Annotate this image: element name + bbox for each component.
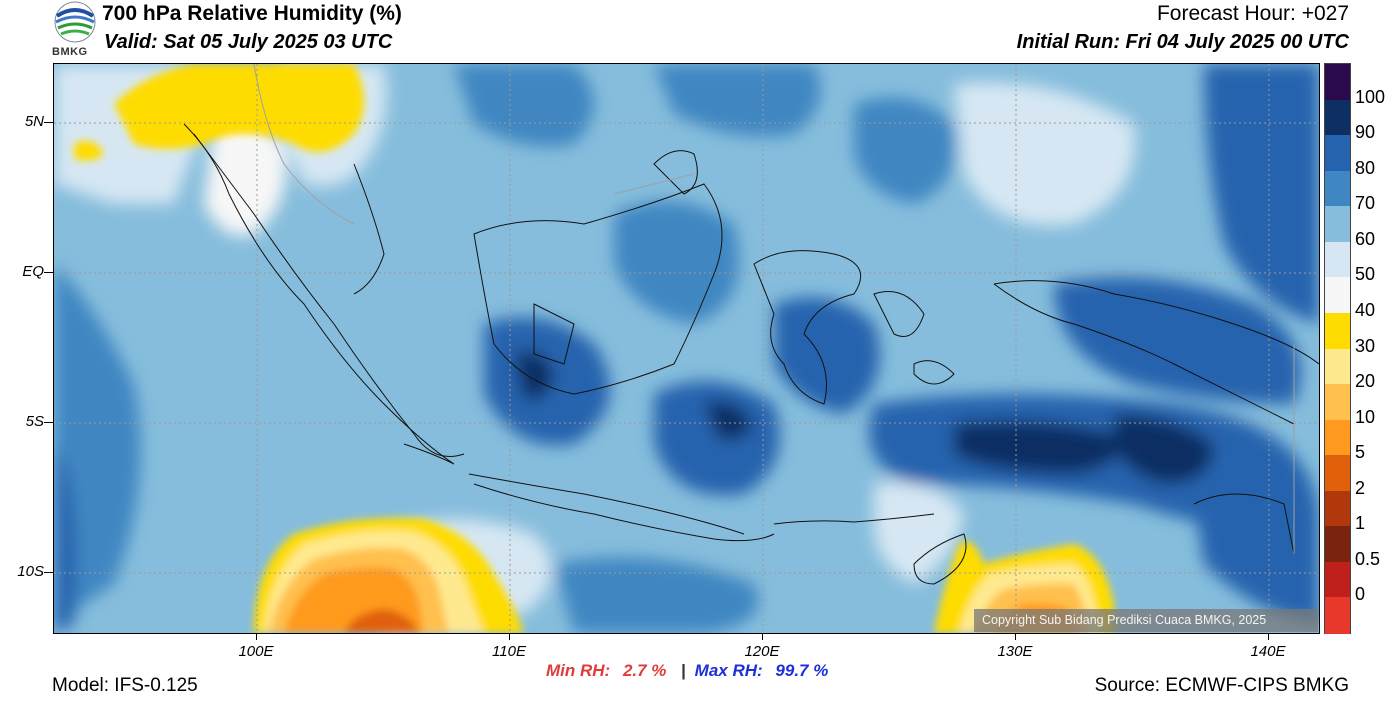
- max-rh-label: Max RH:: [694, 661, 763, 680]
- colorbar-label: 70: [1355, 193, 1376, 214]
- min-rh-value: 2.7 %: [622, 661, 667, 680]
- lat-label: EQ: [22, 263, 44, 280]
- colorbar-segment: [1325, 561, 1350, 598]
- lon-label: 100E: [238, 643, 274, 660]
- colorbar-label: 30: [1355, 335, 1376, 356]
- colorbar-segment: [1325, 99, 1350, 136]
- colorbar-label: 10: [1355, 406, 1376, 427]
- colorbar-label: 80: [1355, 157, 1376, 178]
- colorbar-segment: [1325, 384, 1350, 421]
- lon-tick: [762, 633, 763, 640]
- colorbar: [1324, 63, 1351, 634]
- colorbar-segment: [1325, 597, 1350, 634]
- colorbar-label: 20: [1355, 371, 1376, 392]
- colorbar-label: 40: [1355, 299, 1376, 320]
- colorbar-label: 0: [1355, 584, 1366, 605]
- colorbar-segment: [1325, 490, 1350, 527]
- dry-region-southwest: [254, 518, 524, 633]
- initial-run: Initial Run: Fri 04 July 2025 00 UTC: [1016, 31, 1349, 53]
- lon-tick: [1268, 633, 1269, 640]
- colorbar-segment: [1325, 135, 1350, 172]
- colorbar-label: 100: [1355, 86, 1386, 107]
- copyright-notice: Copyright Sub Bidang Prediksi Cuaca BMKG…: [974, 609, 1318, 632]
- lat-label: 5N: [24, 113, 44, 130]
- model-name: Model: IFS-0.125: [52, 675, 198, 696]
- stats-separator: |: [681, 661, 686, 680]
- colorbar-label: 90: [1355, 122, 1376, 143]
- forecast-hour: Forecast Hour: +027: [1156, 2, 1349, 25]
- colorbar-segment: [1325, 348, 1350, 385]
- colorbar-label: 2: [1355, 477, 1366, 498]
- colorbar-segment: [1325, 419, 1350, 456]
- bmkg-logo-icon: [52, 0, 98, 60]
- valid-time: Valid: Sat 05 July 2025 03 UTC: [104, 31, 393, 53]
- humidity-map[interactable]: [53, 63, 1320, 634]
- graticule: [54, 64, 1319, 633]
- coastlines: [183, 123, 1319, 585]
- lon-label: 140E: [1250, 643, 1286, 660]
- colorbar-segment: [1325, 170, 1350, 207]
- colorbar-segment: [1325, 241, 1350, 278]
- colorbar-segment: [1325, 206, 1350, 243]
- colorbar-segment: [1325, 277, 1350, 314]
- lat-tick: [44, 272, 53, 273]
- lat-label: 10S: [17, 563, 44, 580]
- lat-label: 5S: [25, 413, 44, 430]
- colorbar-label: 5: [1355, 442, 1366, 463]
- borders: [253, 64, 1295, 554]
- colorbar-label: 50: [1355, 264, 1376, 285]
- lon-label: 110E: [492, 643, 526, 660]
- colorbar-label: 1: [1355, 513, 1366, 534]
- lon-tick: [1015, 633, 1016, 640]
- lon-label: 130E: [997, 643, 1033, 660]
- colorbar-label: 0.5: [1355, 548, 1381, 569]
- map-title: 700 hPa Relative Humidity (%): [102, 2, 402, 25]
- lon-tick: [509, 633, 510, 640]
- max-rh-value: 99.7 %: [775, 661, 829, 680]
- min-rh-label: Min RH:: [546, 661, 611, 680]
- lon-tick: [256, 633, 257, 640]
- colorbar-segment: [1325, 64, 1350, 101]
- lat-tick: [44, 572, 53, 573]
- dry-region-north: [74, 64, 364, 161]
- colorbar-label: 60: [1355, 228, 1376, 249]
- lat-tick: [44, 422, 53, 423]
- logo-text: BMKG: [52, 46, 88, 58]
- lat-tick: [44, 122, 53, 123]
- colorbar-segment: [1325, 526, 1350, 563]
- rh-stats: Min RH: 2.7 % | Max RH: 99.7 %: [546, 661, 828, 681]
- colorbar-segment: [1325, 455, 1350, 492]
- data-source: Source: ECMWF-CIPS BMKG: [1094, 675, 1349, 696]
- lon-label: 120E: [744, 643, 780, 660]
- colorbar-segment: [1325, 312, 1350, 349]
